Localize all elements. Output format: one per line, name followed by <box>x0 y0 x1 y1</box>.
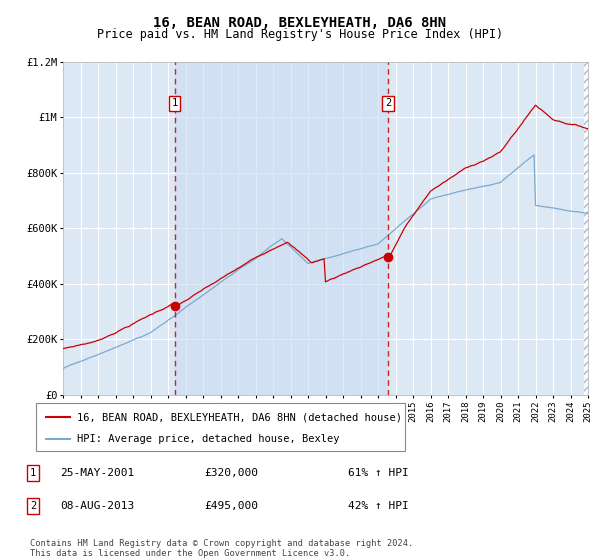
Text: Contains HM Land Registry data © Crown copyright and database right 2024.
This d: Contains HM Land Registry data © Crown c… <box>30 539 413 558</box>
Text: £495,000: £495,000 <box>204 501 258 511</box>
Text: 25-MAY-2001: 25-MAY-2001 <box>60 468 134 478</box>
Text: 16, BEAN ROAD, BEXLEYHEATH, DA6 8HN (detached house): 16, BEAN ROAD, BEXLEYHEATH, DA6 8HN (det… <box>77 413 401 422</box>
Bar <box>175 62 388 395</box>
Text: 42% ↑ HPI: 42% ↑ HPI <box>348 501 409 511</box>
Text: £320,000: £320,000 <box>204 468 258 478</box>
Text: 08-AUG-2013: 08-AUG-2013 <box>60 501 134 511</box>
Text: HPI: Average price, detached house, Bexley: HPI: Average price, detached house, Bexl… <box>77 434 339 444</box>
Bar <box>584 62 588 395</box>
Text: 16, BEAN ROAD, BEXLEYHEATH, DA6 8HN: 16, BEAN ROAD, BEXLEYHEATH, DA6 8HN <box>154 16 446 30</box>
Text: Price paid vs. HM Land Registry's House Price Index (HPI): Price paid vs. HM Land Registry's House … <box>97 28 503 41</box>
FancyBboxPatch shape <box>36 403 405 451</box>
Text: 2: 2 <box>385 98 391 108</box>
Text: 2: 2 <box>30 501 36 511</box>
Text: 1: 1 <box>30 468 36 478</box>
Text: 1: 1 <box>172 98 178 108</box>
Text: 61% ↑ HPI: 61% ↑ HPI <box>348 468 409 478</box>
